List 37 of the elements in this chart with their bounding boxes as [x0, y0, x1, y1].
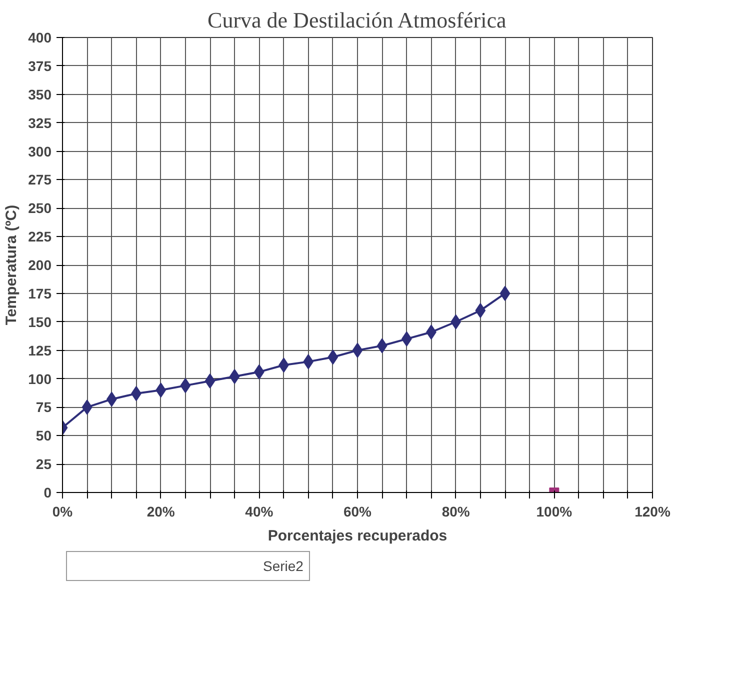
y-tick-label: 200	[28, 257, 52, 273]
y-tick-label: 275	[28, 172, 52, 188]
y-tick-label: 325	[28, 114, 52, 131]
x-tick-label: 120%	[634, 504, 671, 520]
point	[180, 378, 191, 394]
x-tick-label: 60%	[343, 504, 372, 520]
point	[352, 342, 363, 358]
point	[82, 400, 92, 415]
text: Serie2	[263, 558, 304, 574]
y-axis-title: Temperatura (ºC)	[3, 204, 20, 326]
x-tick-label: 0%	[52, 504, 74, 520]
x-tick-label: 20%	[146, 504, 176, 520]
x-tick-label: 100%	[536, 504, 573, 520]
y-tick-label: 150	[28, 314, 52, 330]
y-tick-label: 0	[44, 484, 52, 500]
y-tick-label: 250	[28, 200, 52, 216]
x-tick-label: 80%	[442, 504, 470, 520]
y-tick-label: 375	[28, 58, 52, 74]
y-tick-label: 400	[28, 30, 52, 46]
point	[376, 338, 388, 354]
point	[500, 286, 510, 301]
y-tick-label: 350	[28, 86, 52, 102]
point	[204, 374, 216, 389]
point	[475, 303, 486, 318]
y-tick-label: 125	[28, 342, 52, 358]
y-tick-label: 100	[28, 370, 52, 387]
chart-title: Curva de Destilación Atmosférica	[208, 8, 506, 32]
y-tick-label: 175	[28, 285, 52, 302]
y-tick-label: 75	[36, 399, 52, 416]
x-axis-title: Porcentajes recuperados	[268, 528, 448, 544]
y-tick-label: 225	[28, 228, 52, 245]
y-tick-label: 50	[36, 428, 52, 444]
point	[229, 368, 240, 384]
x-tick-label: 40%	[245, 504, 274, 520]
y-tick-label: 300	[28, 143, 52, 160]
y-tick-label: 25	[36, 456, 52, 472]
point	[328, 350, 338, 365]
